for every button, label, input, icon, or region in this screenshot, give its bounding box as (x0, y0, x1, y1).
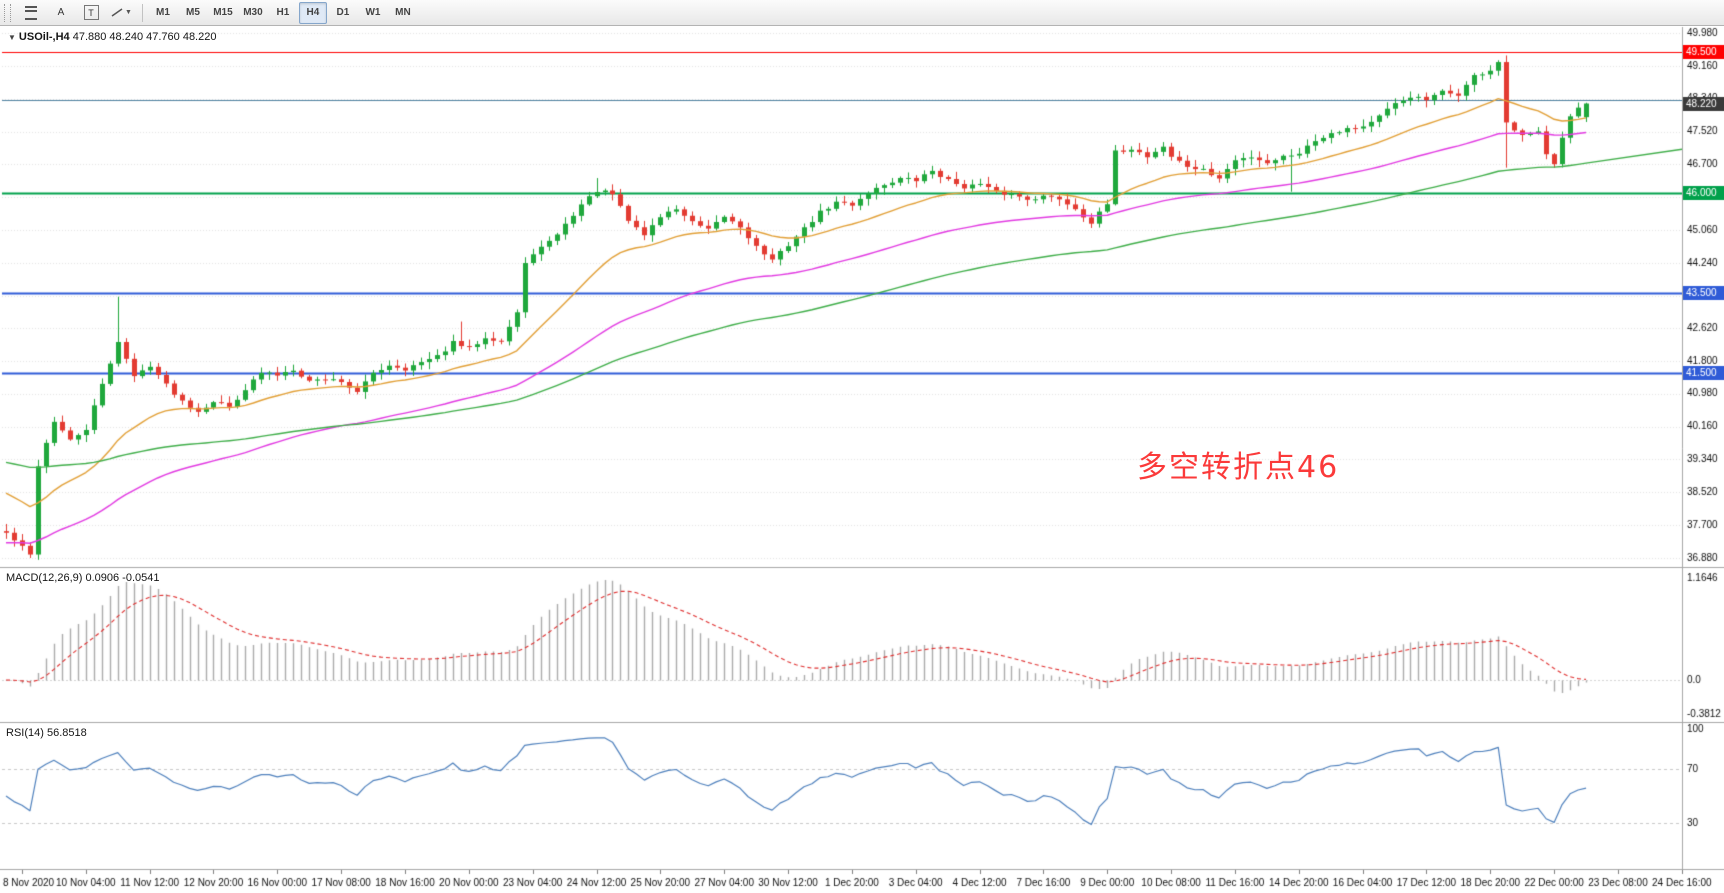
timeframe-w1[interactable]: W1 (365, 7, 381, 18)
timeframe-h1[interactable]: H1 (276, 7, 290, 18)
macd-header: MACD(12,26,9) 0.0906 -0.0541 (6, 572, 160, 584)
text-tool-button[interactable]: T (77, 2, 105, 24)
ohlc-values: 47.880 48.240 47.760 48.220 (72, 31, 217, 43)
timeframe-m15[interactable]: M15 (213, 7, 233, 18)
chart-annotation[interactable]: 多空转折点46 (1137, 450, 1340, 485)
caret-down-icon: ▼ (125, 9, 132, 16)
label-tool-button[interactable]: A (57, 7, 65, 18)
timeframe-mn[interactable]: MN (395, 7, 411, 18)
list-icon (25, 5, 37, 20)
macd-values: 0.0906 -0.0541 (85, 572, 160, 584)
timeframe-d1[interactable]: D1 (336, 7, 350, 18)
rsi-value: 56.8518 (46, 727, 87, 739)
timeframe-m1[interactable]: M1 (155, 7, 170, 18)
toolbar-grip (4, 3, 11, 22)
rsi-header: RSI(14) 56.8518 (6, 727, 87, 739)
draw-tool-button[interactable]: ▼ (107, 2, 136, 24)
macd-label: MACD(12,26,9) (6, 572, 83, 584)
windows-icon[interactable] (17, 2, 45, 24)
rsi-label: RSI(14) (6, 727, 44, 739)
chart-title: ▼ USOil-,H4 47.880 48.240 47.760 48.220 (8, 31, 216, 43)
timeframe-m30[interactable]: M30 (243, 7, 263, 18)
symbol-label: USOil-,H4 (18, 31, 70, 43)
collapse-icon[interactable]: ▼ (8, 33, 16, 42)
timeframe-h4[interactable]: H4 (298, 1, 327, 24)
toolbar: A T ▼ M1 M5 M15 M30 H1 H4 D1 W1 MN (0, 0, 1724, 26)
timeframe-m5[interactable]: M5 (185, 7, 200, 18)
toolbar-separator (141, 3, 143, 22)
trendline-icon (111, 8, 123, 17)
text-tool-icon: T (83, 5, 99, 20)
